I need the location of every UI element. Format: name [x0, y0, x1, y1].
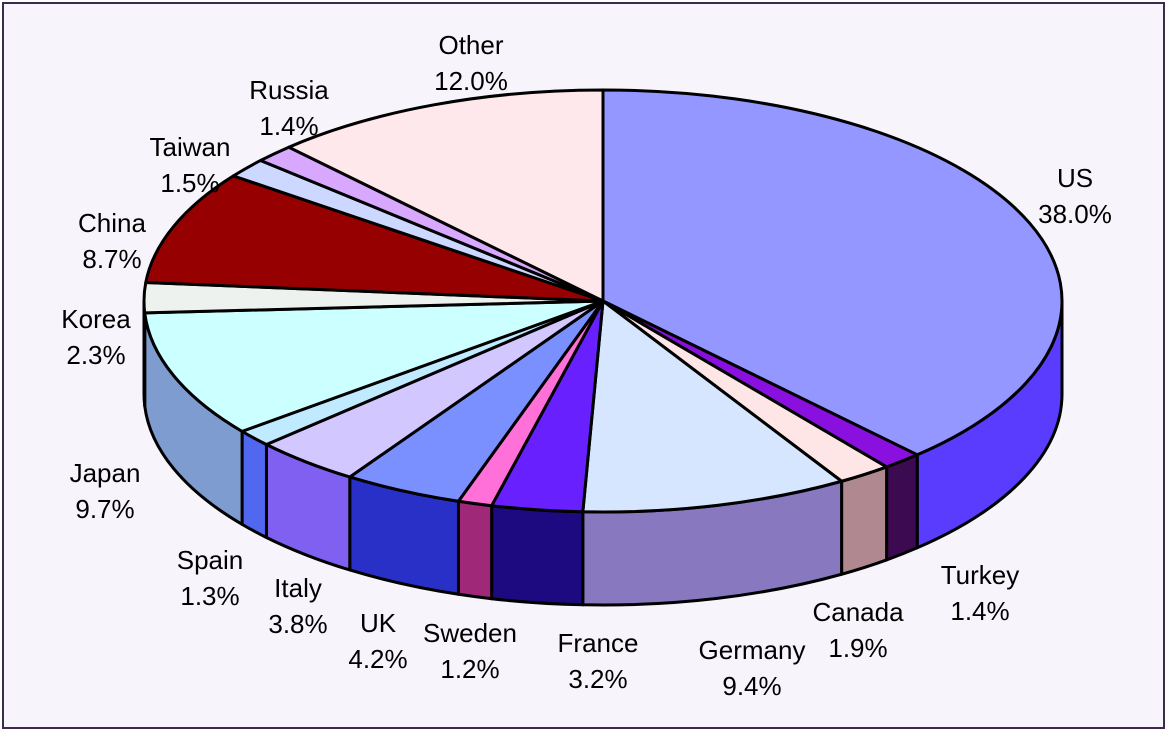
pie-side-spain [240, 429, 268, 539]
slice-value-canada: 1.9% [828, 633, 887, 663]
pie-slice-other [287, 88, 605, 303]
slice-label-france: France [558, 628, 639, 658]
pie-slice-us [601, 88, 1064, 457]
slice-value-germany: 9.4% [722, 671, 781, 701]
slice-value-italy: 3.8% [268, 609, 327, 639]
slice-value-sweden: 1.2% [440, 654, 499, 684]
slice-value-spain: 1.3% [180, 581, 239, 611]
slice-value-korea: 2.3% [66, 340, 125, 370]
slice-label-germany: Germany [699, 635, 806, 665]
slice-label-turkey: Turkey [941, 560, 1020, 590]
slice-label-us: US [1057, 163, 1093, 193]
pie-side-sweden [456, 499, 494, 601]
slice-label-sweden: Sweden [423, 618, 517, 648]
slice-value-china: 8.7% [82, 244, 141, 274]
slice-label-italy: Italy [274, 573, 322, 603]
slice-value-turkey: 1.4% [950, 596, 1009, 626]
slice-label-russia: Russia [249, 75, 329, 105]
slice-label-japan: Japan [70, 458, 141, 488]
slice-value-uk: 4.2% [348, 644, 407, 674]
slice-label-canada: Canada [812, 597, 904, 627]
slice-value-russia: 1.4% [259, 111, 318, 141]
slice-label-china: China [78, 208, 146, 238]
pie-side-canada [840, 465, 889, 576]
slice-value-us: 38.0% [1038, 199, 1112, 229]
pie-slice-japan [143, 299, 605, 433]
slice-label-uk: UK [360, 608, 397, 638]
slice-label-korea: Korea [61, 304, 131, 334]
pie-top-layer [142, 88, 1064, 514]
pie-label-layer: US 38.0% Turkey 1.4% Canada 1.9% Germany 9.4% Fr… [61, 30, 1112, 701]
pie-side-france [490, 504, 585, 607]
pie-slice-germany [581, 299, 844, 514]
pie-slice-china [144, 174, 605, 303]
pie-side-turkey [885, 453, 919, 562]
slice-label-other: Other [438, 30, 503, 60]
slice-value-taiwan: 1.5% [160, 168, 219, 198]
slice-label-taiwan: Taiwan [150, 132, 231, 162]
slice-value-japan: 9.7% [75, 494, 134, 524]
slice-label-spain: Spain [177, 545, 244, 575]
slice-value-france: 3.2% [568, 664, 627, 694]
slice-value-other: 12.0% [434, 66, 508, 96]
